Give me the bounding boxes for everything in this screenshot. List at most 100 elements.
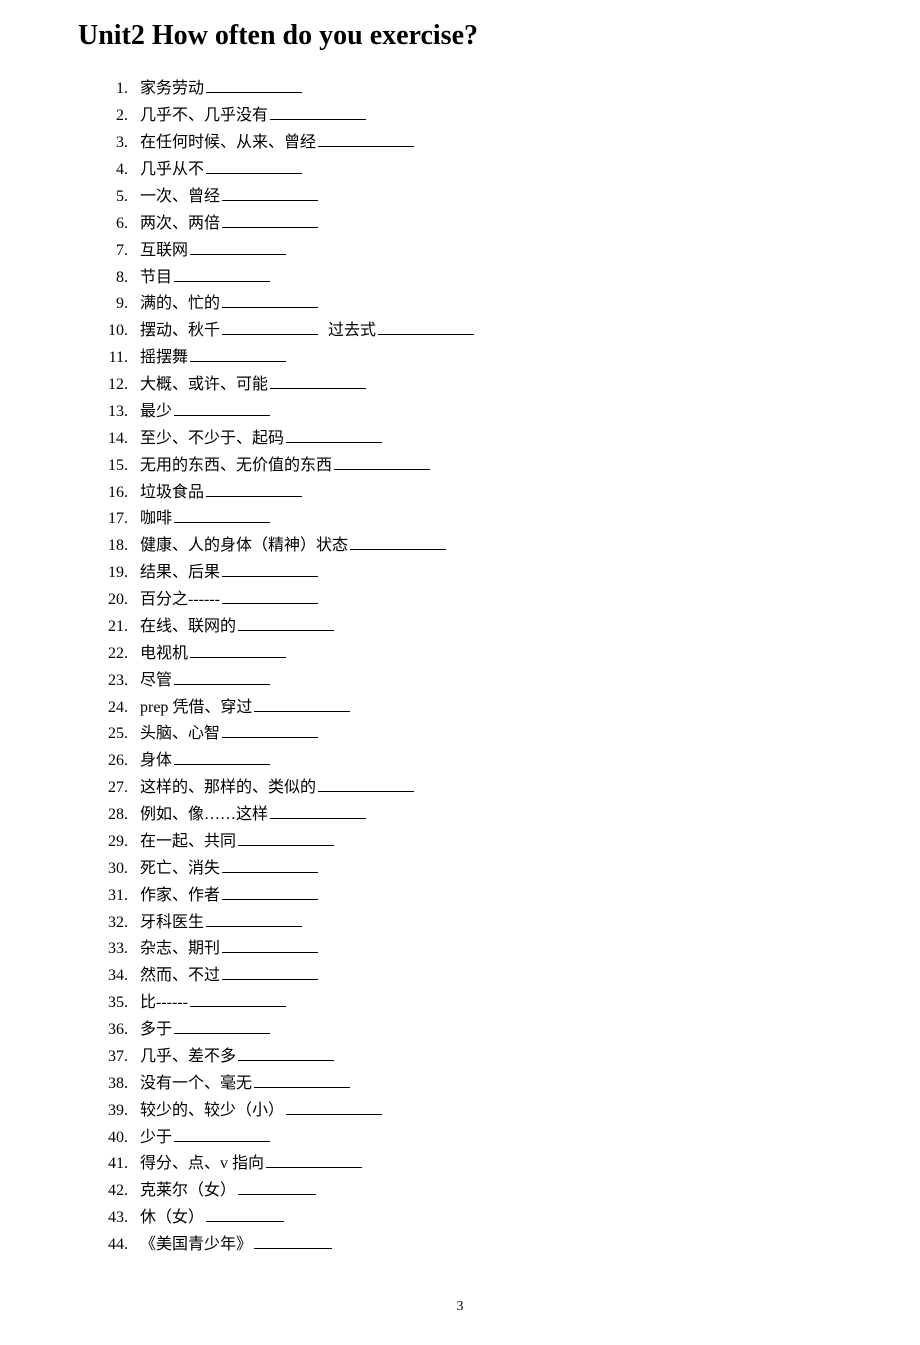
vocab-item-text: 大概、或许、可能 xyxy=(140,376,268,393)
answer-blank[interactable] xyxy=(222,293,318,308)
answer-blank[interactable] xyxy=(238,616,334,631)
vocab-item-text: 一次、曾经 xyxy=(140,188,220,205)
answer-blank[interactable] xyxy=(334,454,430,469)
vocab-item-text: 例如、像……这样 xyxy=(140,806,268,823)
vocab-item-text: 死亡、消失 xyxy=(140,860,220,877)
vocab-item: 牙科医生 xyxy=(132,910,842,937)
answer-blank[interactable] xyxy=(222,212,318,227)
vocab-item: 然而、不过 xyxy=(132,963,842,990)
vocab-item-text: 无用的东西、无价值的东西 xyxy=(140,457,332,474)
vocab-item: 最少 xyxy=(132,399,842,426)
vocab-item-text: 满的、忙的 xyxy=(140,295,220,312)
vocab-item: 在任何时候、从来、曾经 xyxy=(132,130,842,157)
vocab-item: 两次、两倍 xyxy=(132,211,842,238)
answer-blank[interactable] xyxy=(266,1153,362,1168)
answer-blank[interactable] xyxy=(350,535,446,550)
answer-blank[interactable] xyxy=(254,1234,332,1249)
vocab-item: 结果、后果 xyxy=(132,560,842,587)
vocab-item-text: 百分之------ xyxy=(140,591,220,608)
vocab-item-text: 在任何时候、从来、曾经 xyxy=(140,134,316,151)
vocab-item: 满的、忙的 xyxy=(132,291,842,318)
answer-blank[interactable] xyxy=(190,642,286,657)
answer-blank[interactable] xyxy=(222,589,318,604)
vocab-item: 在线、联网的 xyxy=(132,614,842,641)
vocab-item-text: 牙科医生 xyxy=(140,914,204,931)
answer-blank[interactable] xyxy=(222,965,318,980)
answer-blank[interactable] xyxy=(190,992,286,1007)
vocab-item: 身体 xyxy=(132,748,842,775)
answer-blank[interactable] xyxy=(222,884,318,899)
answer-blank[interactable] xyxy=(254,696,350,711)
answer-blank[interactable] xyxy=(206,911,302,926)
answer-blank[interactable] xyxy=(206,78,302,93)
vocab-item-text: 克莱尔（女） xyxy=(140,1182,236,1199)
vocab-item: 电视机 xyxy=(132,641,842,668)
vocab-item-text: 头脑、心智 xyxy=(140,725,220,742)
answer-blank[interactable] xyxy=(174,669,270,684)
vocab-item: 百分之------ xyxy=(132,587,842,614)
answer-blank[interactable] xyxy=(378,320,474,335)
answer-blank[interactable] xyxy=(286,427,382,442)
vocab-item: 较少的、较少（小） xyxy=(132,1098,842,1125)
vocab-item-text: 得分、点、v 指向 xyxy=(140,1155,264,1172)
answer-blank[interactable] xyxy=(238,1180,316,1195)
vocab-item: 尽管 xyxy=(132,668,842,695)
answer-blank[interactable] xyxy=(174,266,270,281)
vocab-item: 比------ xyxy=(132,990,842,1017)
answer-blank[interactable] xyxy=(206,1207,284,1222)
vocab-item-text: 较少的、较少（小） xyxy=(140,1102,284,1119)
answer-blank[interactable] xyxy=(254,1072,350,1087)
answer-blank[interactable] xyxy=(238,1046,334,1061)
vocab-item-text: 休（女） xyxy=(140,1209,204,1226)
answer-blank[interactable] xyxy=(270,105,366,120)
vocab-item-text: 健康、人的身体（精神）状态 xyxy=(140,537,348,554)
vocab-item-text: 在线、联网的 xyxy=(140,618,236,635)
answer-blank[interactable] xyxy=(206,159,302,174)
answer-blank[interactable] xyxy=(174,1019,270,1034)
answer-blank[interactable] xyxy=(270,804,366,819)
page-number: 3 xyxy=(78,1299,842,1315)
answer-blank[interactable] xyxy=(174,1126,270,1141)
vocab-item-extra-label: 过去式 xyxy=(324,322,376,339)
vocab-item: 几乎、差不多 xyxy=(132,1044,842,1071)
vocab-item: 健康、人的身体（精神）状态 xyxy=(132,533,842,560)
vocab-item-text: 互联网 xyxy=(140,242,188,259)
answer-blank[interactable] xyxy=(174,401,270,416)
answer-blank[interactable] xyxy=(318,132,414,147)
vocab-item: 无用的东西、无价值的东西 xyxy=(132,453,842,480)
vocab-item: 家务劳动 xyxy=(132,76,842,103)
vocab-item-text: 多于 xyxy=(140,1021,172,1038)
answer-blank[interactable] xyxy=(222,857,318,872)
vocab-item: 头脑、心智 xyxy=(132,721,842,748)
answer-blank[interactable] xyxy=(190,347,286,362)
answer-blank[interactable] xyxy=(206,481,302,496)
vocab-item-text: 身体 xyxy=(140,752,172,769)
vocab-item: 少于 xyxy=(132,1125,842,1152)
answer-blank[interactable] xyxy=(222,723,318,738)
vocab-item-text: 尽管 xyxy=(140,672,172,689)
answer-blank[interactable] xyxy=(222,938,318,953)
vocab-item-text: 《美国青少年》 xyxy=(140,1236,252,1253)
answer-blank[interactable] xyxy=(238,831,334,846)
vocab-item-text: 几乎不、几乎没有 xyxy=(140,107,268,124)
vocab-item-text: 垃圾食品 xyxy=(140,484,204,501)
answer-blank[interactable] xyxy=(174,508,270,523)
answer-blank[interactable] xyxy=(318,777,414,792)
answer-blank[interactable] xyxy=(190,239,286,254)
vocab-item-text: 两次、两倍 xyxy=(140,215,220,232)
vocab-item-text: 至少、不少于、起码 xyxy=(140,430,284,447)
vocab-item: 死亡、消失 xyxy=(132,856,842,883)
vocab-item-text: 摇摆舞 xyxy=(140,349,188,366)
answer-blank[interactable] xyxy=(174,750,270,765)
vocab-item: 一次、曾经 xyxy=(132,184,842,211)
answer-blank[interactable] xyxy=(222,320,318,335)
answer-blank[interactable] xyxy=(286,1099,382,1114)
answer-blank[interactable] xyxy=(222,186,318,201)
vocab-item-text: 杂志、期刊 xyxy=(140,940,220,957)
answer-blank[interactable] xyxy=(222,562,318,577)
vocab-item: 大概、或许、可能 xyxy=(132,372,842,399)
vocab-list: 家务劳动几乎不、几乎没有在任何时候、从来、曾经几乎从不一次、曾经两次、两倍互联网… xyxy=(78,76,842,1259)
vocab-item-text: 最少 xyxy=(140,403,172,420)
answer-blank[interactable] xyxy=(270,374,366,389)
vocab-item-text: 几乎、差不多 xyxy=(140,1048,236,1065)
